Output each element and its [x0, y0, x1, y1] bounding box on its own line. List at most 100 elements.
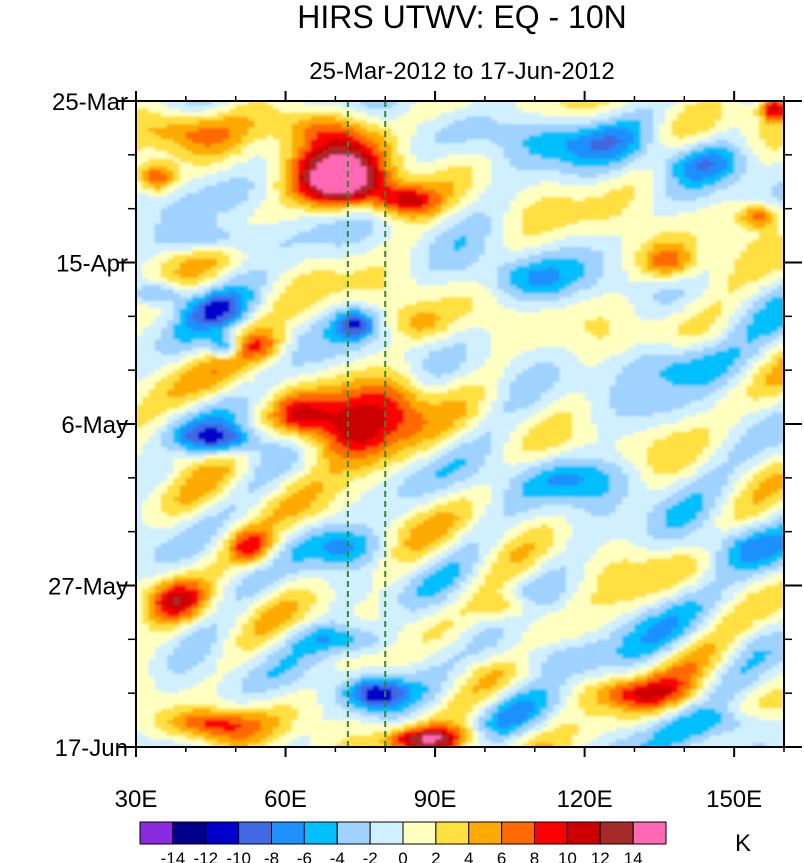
- heatmap-cell: [254, 112, 262, 117]
- heatmap-cell: [422, 154, 430, 160]
- heatmap-cell: [559, 216, 567, 221]
- heatmap-cell: [304, 204, 312, 210]
- heatmap-cell: [136, 147, 143, 152]
- heatmap-cell: [578, 143, 586, 148]
- heatmap-cell: [273, 174, 280, 179]
- heatmap-cell: [173, 250, 181, 256]
- heatmap-cell: [316, 224, 324, 229]
- heatmap-cell: [322, 227, 330, 233]
- heatmap-cell: [136, 135, 143, 141]
- heatmap-cell: [553, 104, 561, 110]
- heatmap-cell: [410, 127, 417, 133]
- heatmap-cell: [441, 204, 449, 210]
- heatmap-cell: [453, 250, 461, 256]
- heatmap-cell: [235, 227, 243, 233]
- heatmap-cell: [210, 181, 218, 187]
- heatmap-cell: [185, 120, 193, 125]
- heatmap-cell: [497, 216, 505, 221]
- heatmap-cell: [734, 104, 741, 110]
- heatmap-cell: [777, 116, 784, 121]
- heatmap-cell: [559, 101, 567, 106]
- heatmap-cell: [403, 189, 411, 194]
- heatmap-cell: [435, 174, 442, 179]
- heatmap-cell: [136, 174, 143, 179]
- heatmap-cell: [734, 262, 741, 267]
- heatmap-cell: [715, 150, 723, 156]
- heatmap-cell: [466, 135, 474, 141]
- heatmap-cell: [634, 139, 642, 144]
- heatmap-cell: [235, 158, 243, 164]
- heatmap-cell: [734, 258, 741, 264]
- heatmap-cell: [192, 185, 199, 191]
- heatmap-cell: [696, 124, 704, 129]
- heatmap-cell: [410, 239, 417, 244]
- heatmap-cell: [310, 143, 318, 148]
- heatmap-cell: [285, 154, 293, 160]
- heatmap-cell: [653, 177, 660, 183]
- heatmap-cell: [291, 254, 299, 260]
- heatmap-cell: [690, 247, 698, 252]
- heatmap-cell: [665, 227, 673, 233]
- heatmap-cell: [279, 139, 287, 144]
- heatmap-cell: [516, 147, 523, 152]
- heatmap-cell: [484, 162, 492, 167]
- heatmap-cell: [553, 258, 561, 264]
- heatmap-cell: [622, 108, 629, 114]
- heatmap-cell: [254, 258, 262, 264]
- heatmap-cell: [148, 258, 156, 264]
- heatmap-cell: [223, 177, 231, 183]
- heatmap-cell: [671, 204, 679, 210]
- heatmap-cell: [235, 104, 243, 110]
- heatmap-cell: [715, 181, 723, 187]
- heatmap-cell: [217, 162, 224, 167]
- heatmap-cell: [765, 197, 773, 202]
- heatmap-cell: [360, 204, 368, 210]
- heatmap-cell: [746, 208, 754, 214]
- heatmap-cell: [441, 224, 449, 229]
- heatmap-cell: [559, 116, 567, 121]
- heatmap-cell: [528, 150, 536, 156]
- heatmap-cell: [248, 177, 255, 183]
- heatmap-cell: [478, 131, 486, 137]
- heatmap-cell: [615, 212, 623, 217]
- heatmap-cell: [734, 112, 741, 117]
- heatmap-cell: [484, 101, 492, 106]
- heatmap-cell: [503, 181, 511, 187]
- heatmap-cell: [379, 212, 386, 217]
- heatmap-cell: [192, 139, 199, 144]
- heatmap-cell: [279, 231, 287, 237]
- heatmap-cell: [590, 216, 598, 221]
- heatmap-cell: [640, 147, 648, 152]
- heatmap-cell: [522, 243, 530, 248]
- heatmap-cell: [173, 197, 181, 202]
- heatmap-cell: [509, 112, 517, 117]
- heatmap-cell: [354, 274, 361, 279]
- heatmap-cell: [435, 120, 442, 125]
- heatmap-cell: [248, 174, 255, 179]
- heatmap-cell: [460, 197, 467, 202]
- heatmap-cell: [759, 197, 766, 202]
- heatmap-cell: [142, 174, 150, 179]
- heatmap-cell: [266, 281, 274, 287]
- heatmap-cell: [615, 177, 623, 183]
- heatmap-cell: [148, 227, 156, 233]
- heatmap-cell: [354, 116, 361, 121]
- heatmap-cell: [136, 101, 143, 106]
- heatmap-cell: [721, 116, 729, 121]
- heatmap-cell: [142, 220, 150, 225]
- heatmap-cell: [198, 258, 206, 264]
- heatmap-cell: [690, 220, 698, 225]
- heatmap-cell: [154, 158, 162, 164]
- heatmap-cell: [179, 250, 187, 256]
- heatmap-cell: [472, 154, 480, 160]
- heatmap-cell: [497, 135, 505, 141]
- heatmap-cell: [665, 262, 673, 267]
- heatmap-cell: [185, 224, 193, 229]
- heatmap-cell: [372, 200, 380, 206]
- heatmap-cell: [497, 120, 505, 125]
- heatmap-cell: [653, 231, 660, 237]
- heatmap-cell: [360, 266, 368, 271]
- heatmap-cell: [347, 135, 355, 141]
- heatmap-cell: [441, 281, 449, 287]
- heatmap-cell: [572, 120, 579, 125]
